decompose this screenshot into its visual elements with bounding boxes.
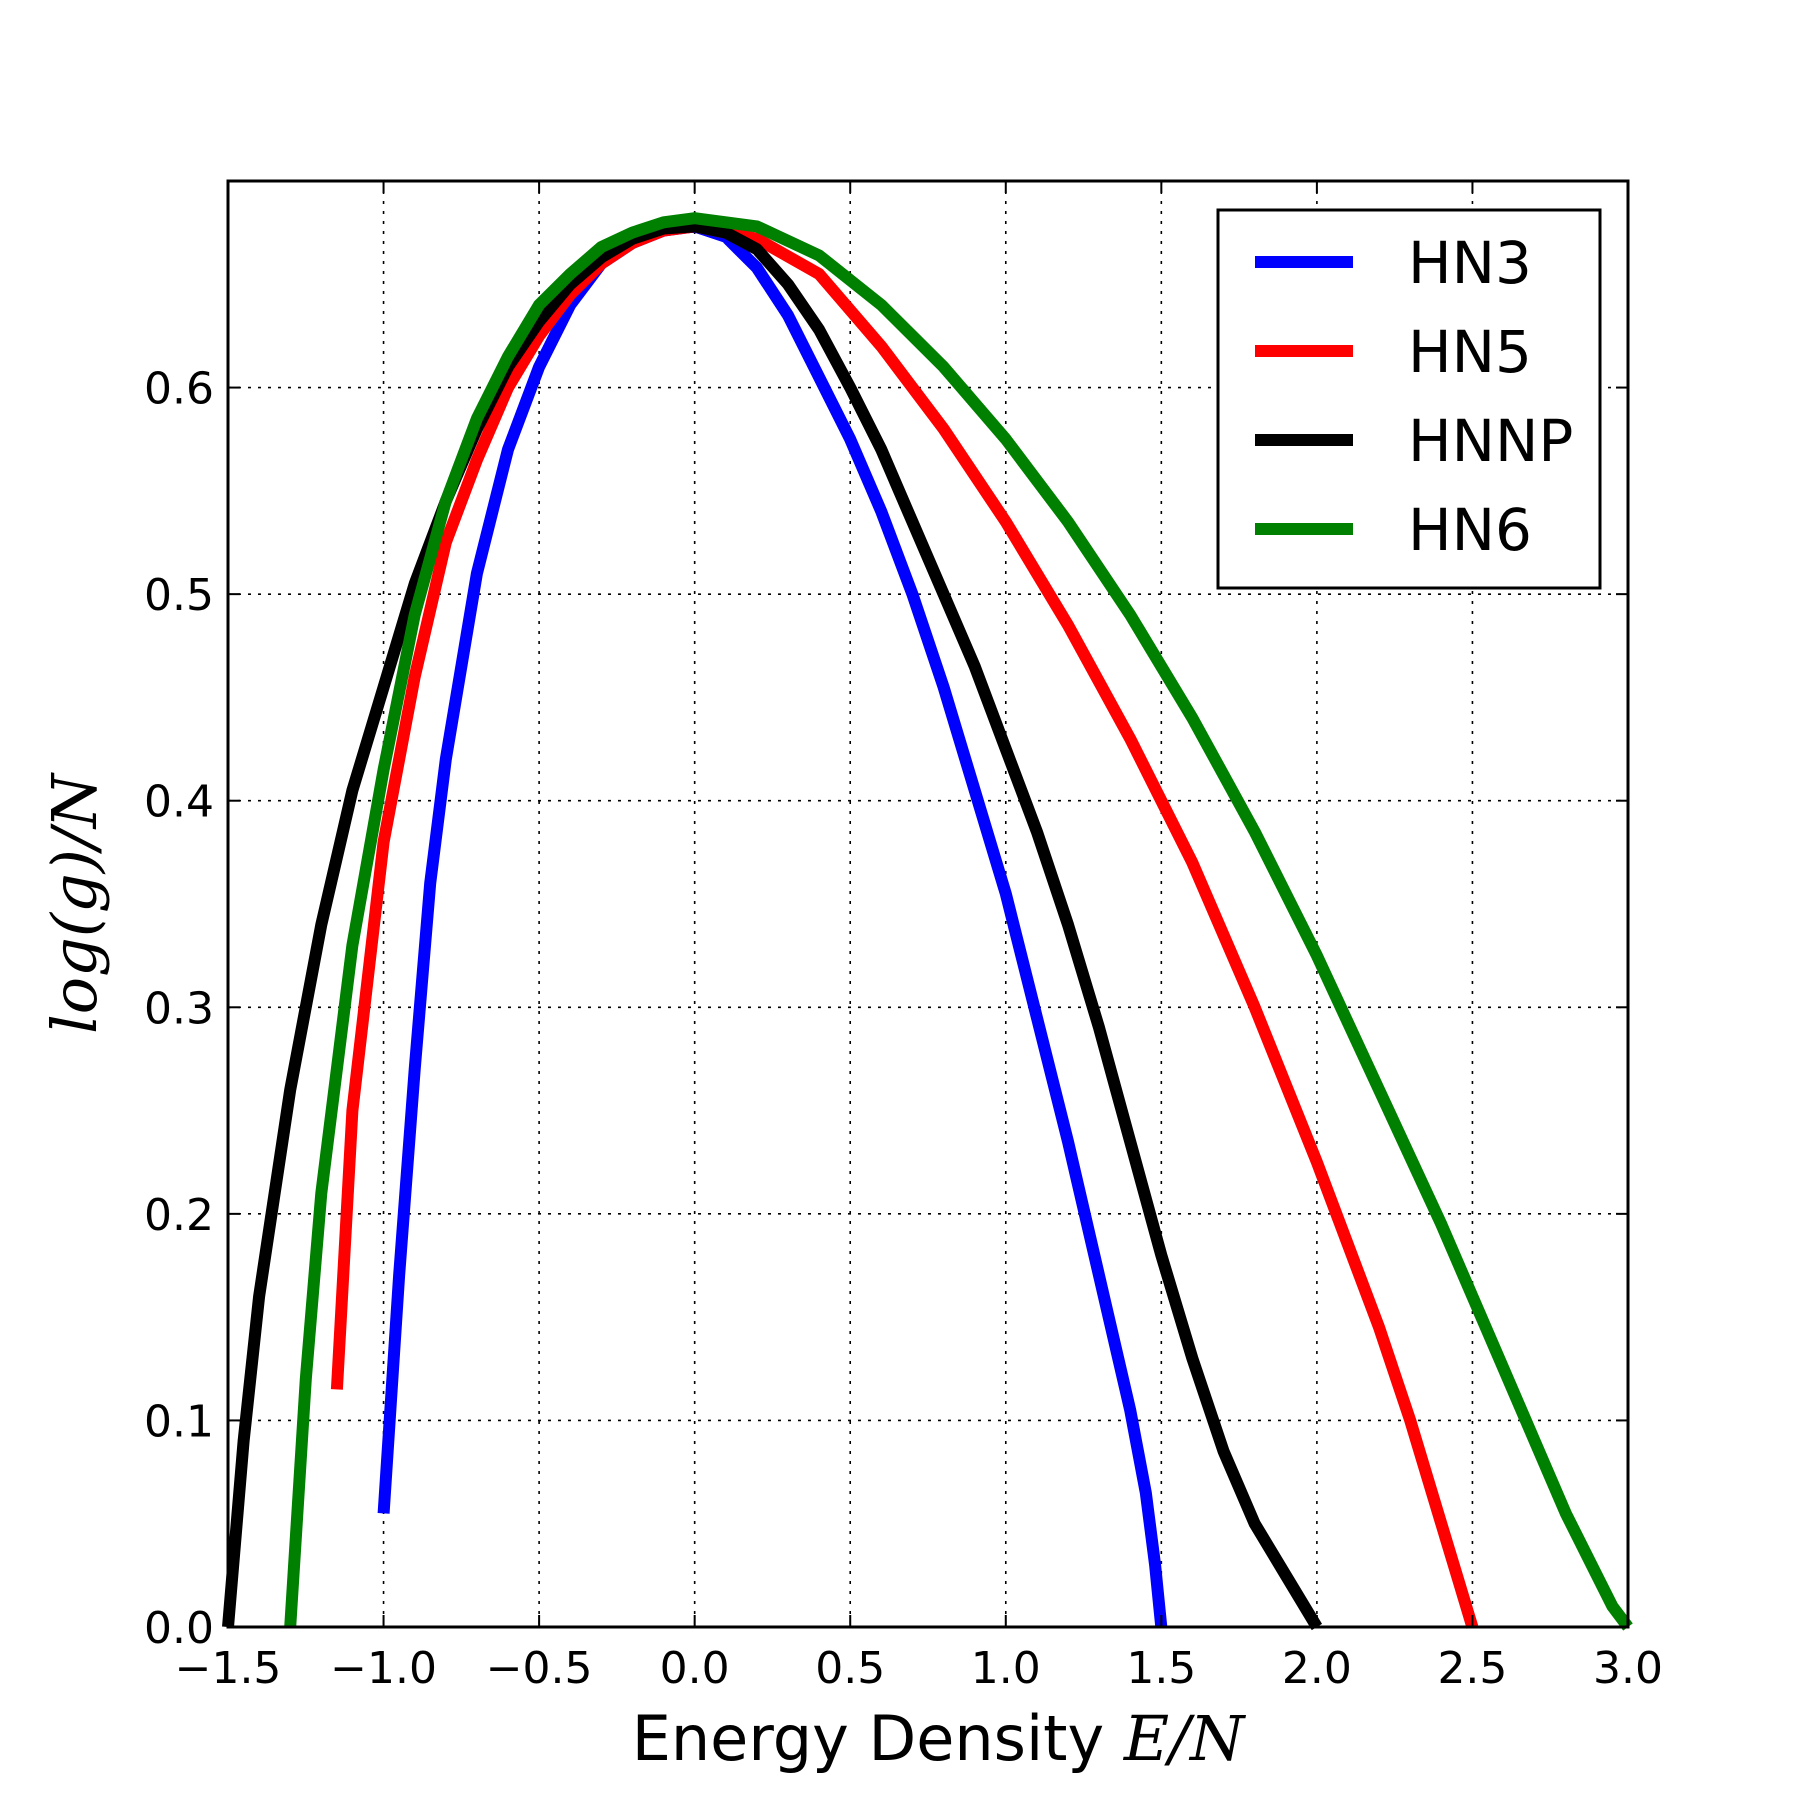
series-group (222, 212, 1633, 1631)
x-axis-label: Energy Density E/N (632, 1702, 1247, 1775)
y-tick-label: 0.3 (144, 983, 214, 1034)
tick-labels: −1.5 −1.0 −0.5 0.0 0.5 1.0 1.5 2.0 2.5 3.0 0.0 0.1 0… (144, 364, 1663, 1694)
x-tick-label: −1.0 (330, 1643, 437, 1694)
series-line-hn6 (284, 212, 1633, 1631)
plot-frame (226, 179, 1630, 1629)
x-tick-label: 1.0 (971, 1643, 1041, 1694)
series-line-hn5 (330, 220, 1479, 1629)
x-axis-label-math: E/N (1123, 1702, 1247, 1775)
tick-marks (227, 181, 1629, 1628)
legend-label: HN3 (1408, 229, 1532, 297)
x-tick-label: 1.5 (1126, 1643, 1196, 1694)
x-tick-label: 2.5 (1437, 1643, 1507, 1694)
x-tick-label: −0.5 (486, 1643, 593, 1694)
x-tick-label: 0.5 (815, 1643, 885, 1694)
legend-label: HN6 (1408, 496, 1532, 564)
y-tick-label: 0.0 (144, 1603, 214, 1654)
legend: HN3 HN5 HNNP HN6 (1216, 208, 1602, 590)
legend-label: HN5 (1408, 318, 1532, 386)
x-tick-label: 3.0 (1593, 1643, 1663, 1694)
x-tick-label: −1.5 (175, 1643, 282, 1694)
y-tick-label: 0.5 (144, 570, 214, 621)
y-tick-label: 0.6 (144, 364, 214, 415)
y-tick-label: 0.2 (144, 1190, 214, 1241)
y-tick-label: 0.4 (144, 777, 214, 828)
x-axis-label-text: Energy Density (632, 1702, 1124, 1775)
series-line-hn3 (377, 220, 1168, 1628)
y-axis-label: log(g)/N (38, 771, 111, 1034)
y-tick-label: 0.1 (144, 1396, 214, 1447)
legend-label: HNNP (1408, 407, 1573, 475)
x-tick-label: 2.0 (1282, 1643, 1352, 1694)
x-tick-label: 0.0 (660, 1643, 730, 1694)
series-line-hnnp (222, 220, 1323, 1631)
